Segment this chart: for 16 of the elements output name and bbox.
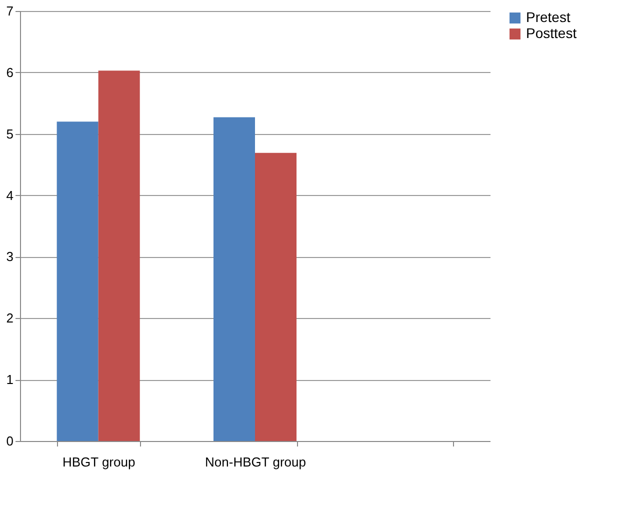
y-tick-label: 3 (6, 249, 14, 264)
x-tick-label: Non-HBGT group (205, 454, 306, 470)
legend-label: Pretest (526, 9, 570, 25)
bar (56, 122, 98, 441)
bar (98, 70, 140, 441)
x-tick-label: HBGT group (62, 454, 136, 470)
y-tick-label: 0 (6, 434, 14, 448)
bar (255, 152, 297, 441)
y-tick-label: 2 (6, 310, 14, 326)
y-tick-label: 6 (6, 64, 14, 80)
y-tick-label: 1 (6, 372, 14, 388)
legend-label: Posttest (526, 25, 577, 41)
y-tick-label: 5 (6, 126, 14, 142)
y-tick-label: 4 (6, 188, 14, 203)
bar (213, 117, 255, 441)
y-tick-label: 7 (6, 4, 14, 18)
